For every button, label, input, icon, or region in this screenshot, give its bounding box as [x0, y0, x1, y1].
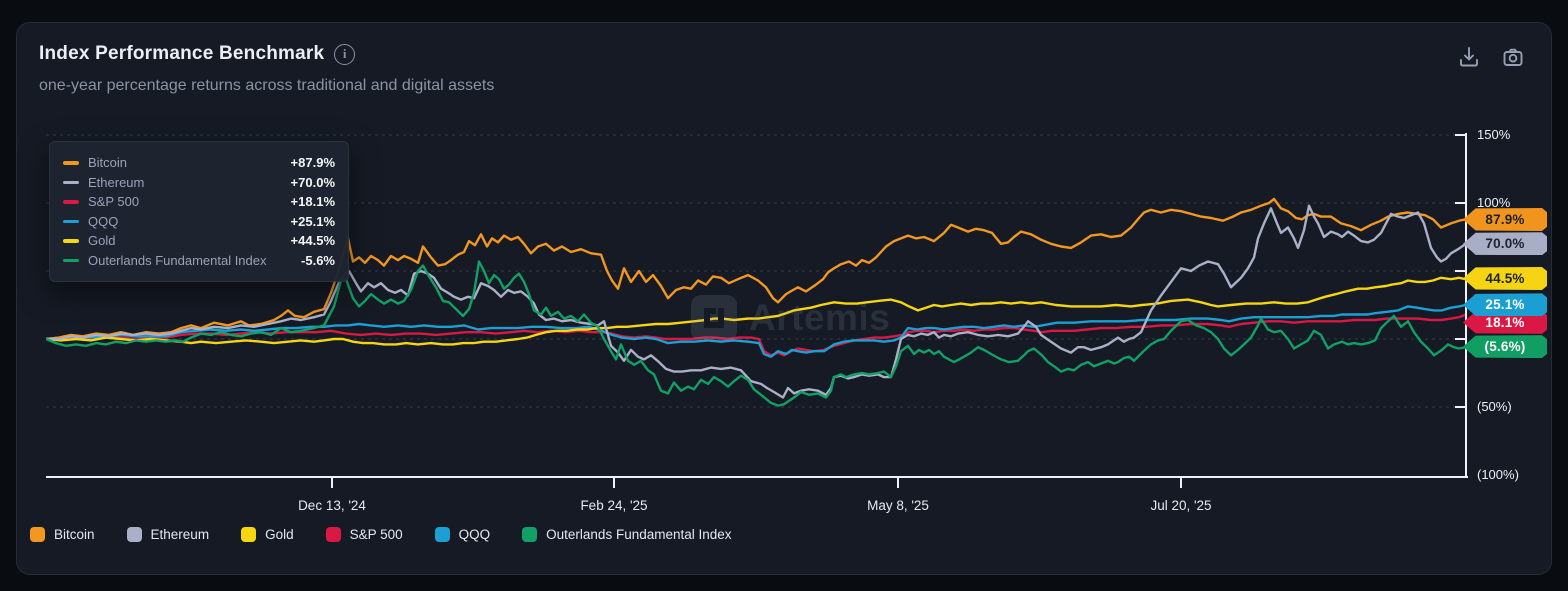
- legend-swatch-icon: [325, 527, 341, 542]
- download-icon: [1460, 47, 1478, 67]
- header-actions: [1457, 45, 1525, 69]
- series-color-dash-icon: [63, 161, 79, 165]
- series-line-sp500: [46, 313, 1468, 357]
- series-line-ethereum: [46, 204, 1468, 399]
- y-axis-label: (50%): [1477, 399, 1512, 414]
- tooltip-rows: Bitcoin +87.9% Ethereum +70.0% S&P 500 +18.1%…: [63, 153, 335, 270]
- legend-item-sp500[interactable]: S&P 500: [325, 527, 403, 542]
- value-badge-ofi: (5.6%): [1463, 335, 1547, 359]
- tooltip-series-label: S&P 500: [88, 194, 140, 210]
- legend-item-bitcoin[interactable]: Bitcoin: [30, 527, 95, 542]
- legend-label: QQQ: [458, 527, 491, 542]
- series-color-dash-icon: [63, 239, 79, 243]
- tooltip-series-label: Ethereum: [88, 174, 145, 190]
- x-axis-label: May 8, '25: [867, 498, 929, 513]
- tooltip-row: Bitcoin +87.9%: [63, 153, 335, 173]
- series-color-dash-icon: [63, 219, 79, 223]
- tooltip-row: QQQ +25.1%: [63, 212, 335, 232]
- value-badge-sp500: 18.1%: [1463, 310, 1547, 334]
- series-line-gold: [46, 276, 1468, 346]
- legend-label: Outerlands Fundamental Index: [546, 527, 732, 542]
- value-badge-gold: 44.5%: [1463, 266, 1547, 290]
- index-performance-card: Index Performance Benchmark i one-year p…: [16, 22, 1552, 575]
- tooltip-row: Outerlands Fundamental Index -5.6%: [63, 251, 335, 271]
- tooltip-series-value: +25.1%: [290, 213, 335, 229]
- tooltip-row: S&P 500 +18.1%: [63, 192, 335, 212]
- legend-label: Ethereum: [150, 527, 210, 542]
- chart-legend: Bitcoin Ethereum Gold S&P 500 QQQ Outerlands …: [30, 527, 732, 542]
- y-axis-label: 100%: [1477, 195, 1511, 210]
- legend-label: Gold: [265, 527, 294, 542]
- camera-icon: [1503, 48, 1523, 66]
- page-title: Index Performance Benchmark: [39, 43, 325, 64]
- x-axis-label: Jul 20, '25: [1150, 498, 1212, 513]
- tooltip-series-label: QQQ: [88, 213, 119, 229]
- tooltip-series-label: Gold: [88, 233, 116, 249]
- card-header: Index Performance Benchmark i: [39, 43, 356, 65]
- series-color-dash-icon: [63, 180, 79, 184]
- screenshot-button[interactable]: [1501, 45, 1525, 69]
- download-button[interactable]: [1457, 45, 1481, 69]
- tooltip-series-value: +70.0%: [290, 174, 335, 190]
- value-badge-bitcoin: 87.9%: [1463, 207, 1547, 231]
- chart-area: 150% 100% (50%) (100%) Dec 13, '24 Feb 24, '…: [17, 23, 1551, 574]
- chart-tooltip: Bitcoin +87.9% Ethereum +70.0% S&P 500 +18.1%…: [49, 141, 349, 282]
- chart-subtitle: one-year percentage returns across tradi…: [39, 77, 495, 94]
- tooltip-series-label: Bitcoin: [88, 155, 128, 171]
- value-badge-qqq: 25.1%: [1463, 293, 1547, 317]
- info-icon[interactable]: i: [334, 43, 356, 65]
- y-axis-label: 150%: [1477, 127, 1511, 142]
- legend-label: Bitcoin: [54, 527, 95, 542]
- legend-swatch-icon: [434, 527, 450, 542]
- legend-swatch-icon: [30, 527, 45, 542]
- legend-item-qqq[interactable]: QQQ: [434, 527, 491, 542]
- tooltip-row: Gold +44.5%: [63, 231, 335, 251]
- tooltip-series-value: -5.6%: [301, 252, 335, 268]
- x-axis-label: Dec 13, '24: [298, 498, 366, 513]
- series-color-dash-icon: [63, 200, 79, 204]
- tooltip-series-value: +18.1%: [290, 194, 335, 210]
- tooltip-row: Ethereum +70.0%: [63, 173, 335, 193]
- tooltip-series-label: Outerlands Fundamental Index: [88, 252, 267, 268]
- value-badge-ethereum: 70.0%: [1463, 232, 1547, 256]
- series-line-ofi: [46, 260, 1468, 407]
- legend-item-ethereum[interactable]: Ethereum: [126, 527, 210, 542]
- y-axis-label: (100%): [1477, 467, 1519, 482]
- legend-swatch-icon: [522, 527, 538, 542]
- tooltip-series-value: +87.9%: [290, 155, 335, 171]
- series-color-dash-icon: [63, 258, 79, 262]
- legend-swatch-icon: [126, 527, 142, 542]
- x-axis-label: Feb 24, '25: [580, 498, 648, 513]
- tooltip-series-value: +44.5%: [290, 233, 335, 249]
- legend-swatch-icon: [241, 527, 257, 542]
- legend-label: S&P 500: [349, 527, 403, 542]
- series-line-qqq: [46, 303, 1468, 358]
- legend-item-ofi[interactable]: Outerlands Fundamental Index: [522, 527, 732, 542]
- legend-item-gold[interactable]: Gold: [241, 527, 294, 542]
